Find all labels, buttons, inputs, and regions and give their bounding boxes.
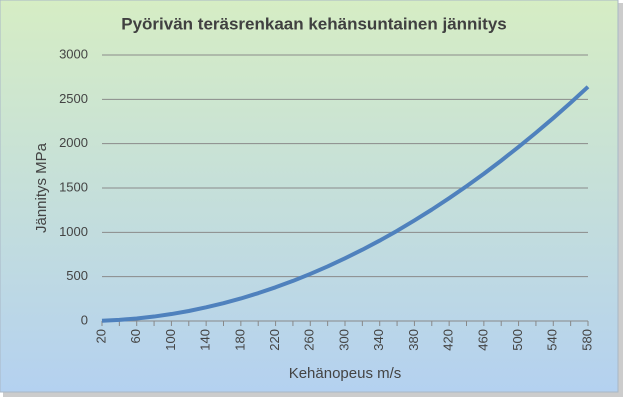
x-tick-label: 460 xyxy=(475,329,490,351)
y-tick-label: 0 xyxy=(81,312,88,327)
chart-title: Pyörivän teräsrenkaan kehänsuntainen jän… xyxy=(121,14,506,33)
x-tick-label: 300 xyxy=(336,329,351,351)
y-tick-label: 1000 xyxy=(59,224,88,239)
y-tick-label: 500 xyxy=(66,268,88,283)
x-tick-label: 260 xyxy=(302,329,317,351)
y-tick-label: 2500 xyxy=(59,91,88,106)
x-tick-label: 540 xyxy=(545,329,560,351)
x-tick-label: 60 xyxy=(128,329,143,343)
y-tick-label: 3000 xyxy=(59,46,88,61)
x-axis-label: Kehänopeus m/s xyxy=(289,365,402,382)
x-tick-label: 100 xyxy=(163,329,178,351)
data-line xyxy=(101,85,590,323)
x-tick-label: 380 xyxy=(406,329,421,351)
x-tick-label: 340 xyxy=(371,329,386,351)
x-tick-label: 20 xyxy=(93,329,108,343)
background xyxy=(0,0,619,393)
x-tick-label: 140 xyxy=(198,329,213,351)
y-tick-label: 1500 xyxy=(59,179,88,194)
x-tick-label: 220 xyxy=(267,329,282,351)
y-tick-label: 2000 xyxy=(59,135,88,150)
y-axis-label: Jännitys MPa xyxy=(33,142,50,233)
x-tick-label: 180 xyxy=(232,329,247,351)
x-tick-label: 500 xyxy=(510,329,525,351)
x-tick-label: 580 xyxy=(579,329,594,351)
x-tick-label: 420 xyxy=(441,329,456,351)
